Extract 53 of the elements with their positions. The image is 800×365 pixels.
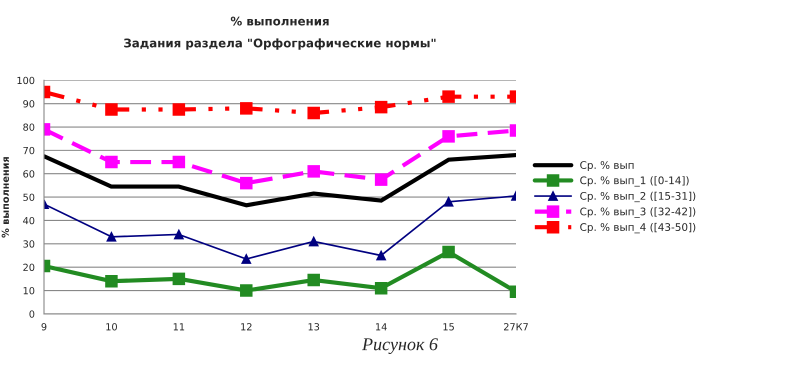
y-tick-label: 40 bbox=[23, 216, 34, 224]
x-tick-label: 14 bbox=[376, 323, 387, 330]
point bbox=[374, 173, 388, 186]
chart-subtitle: Задания раздела "Орфографические нормы" bbox=[124, 38, 436, 50]
point bbox=[106, 232, 116, 242]
y-tick-label: 0 bbox=[29, 310, 34, 318]
x-tick-label: 15 bbox=[443, 323, 454, 330]
y-tick-label: 50 bbox=[23, 194, 34, 201]
text: Рисунок 6 bbox=[362, 338, 438, 354]
y-axis-title: % выполнения bbox=[2, 157, 9, 238]
y-tick-label: 80 bbox=[23, 124, 34, 131]
legend-label: Ср. % вып_1 ([0-14]) bbox=[580, 176, 689, 187]
legend-label: Ср. % вып_3 ([32-42]) bbox=[580, 207, 696, 218]
point bbox=[307, 274, 320, 286]
y-tick-label: 20 bbox=[23, 264, 34, 272]
line-series bbox=[44, 152, 516, 208]
point bbox=[240, 284, 253, 297]
point bbox=[442, 90, 455, 103]
point bbox=[374, 100, 388, 114]
point bbox=[307, 165, 320, 178]
point bbox=[307, 106, 320, 120]
y-tick-label: 10 bbox=[24, 287, 34, 294]
point bbox=[105, 103, 118, 116]
point bbox=[240, 102, 253, 115]
point bbox=[172, 103, 186, 116]
point bbox=[105, 274, 118, 288]
y-tick-label: 90 bbox=[23, 100, 34, 108]
y-tick-label: 60 bbox=[23, 170, 34, 178]
point bbox=[172, 272, 186, 286]
point bbox=[105, 156, 118, 168]
point bbox=[240, 176, 253, 190]
chart-title: % выполнения bbox=[230, 16, 329, 26]
y-tick-label: 70 bbox=[23, 146, 34, 154]
y-tick-label: 100 bbox=[17, 76, 34, 84]
point bbox=[241, 254, 252, 264]
point bbox=[442, 246, 455, 258]
point bbox=[374, 282, 388, 294]
legend-label: Ср. % вып_4 ([43-50]) bbox=[580, 222, 696, 234]
y-tick-label: 30 bbox=[23, 240, 34, 248]
legend-label: Ср. % вып_2 ([15-31]) bbox=[580, 192, 696, 202]
legend-label: Ср. % вып bbox=[580, 161, 634, 171]
point bbox=[308, 236, 319, 246]
point bbox=[172, 156, 186, 168]
point bbox=[442, 130, 455, 143]
x-tick-label: 13 bbox=[308, 323, 320, 330]
x-tick-label: 9 bbox=[42, 323, 46, 330]
x-tick-label: 27К7 bbox=[504, 323, 528, 330]
point bbox=[376, 250, 386, 260]
point bbox=[444, 196, 454, 207]
x-tick-label: 10 bbox=[106, 323, 117, 330]
x-tick-label: 11 bbox=[174, 323, 184, 330]
x-tick-label: 12 bbox=[241, 323, 252, 330]
point bbox=[174, 230, 184, 240]
